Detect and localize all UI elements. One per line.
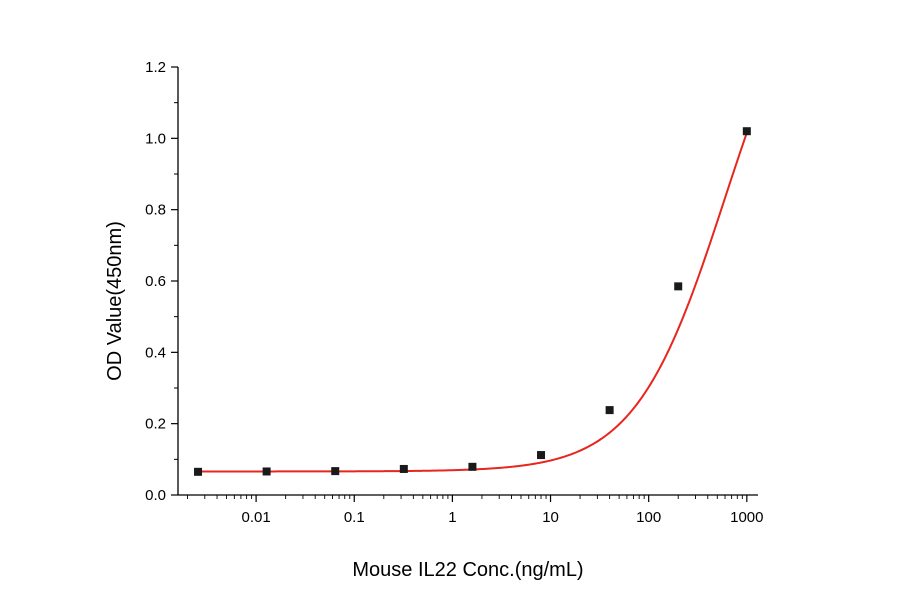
data-point bbox=[262, 467, 271, 476]
x-tick-label: 0.01 bbox=[242, 509, 271, 526]
x-tick-label: 1 bbox=[448, 509, 456, 526]
data-point bbox=[674, 282, 683, 291]
x-tick-label: 10 bbox=[542, 509, 559, 526]
data-points bbox=[194, 127, 751, 476]
y-tick-label: 1.0 bbox=[145, 130, 166, 147]
data-point bbox=[399, 464, 408, 473]
y-axis-ticks: 0.0 0.2 0.4 0.6 0.8 1.0 1.2 bbox=[145, 59, 178, 504]
x-tick-label: 100 bbox=[636, 509, 661, 526]
data-point bbox=[537, 451, 546, 460]
data-point bbox=[331, 467, 340, 476]
y-tick-label: 0.2 bbox=[145, 416, 166, 433]
data-point bbox=[194, 467, 203, 476]
x-tick-label: 1000 bbox=[730, 509, 763, 526]
data-point bbox=[468, 462, 477, 471]
y-tick-label: 0.8 bbox=[145, 202, 166, 219]
y-tick-label: 1.2 bbox=[145, 59, 166, 76]
x-tick-label: 0.1 bbox=[344, 509, 365, 526]
data-point bbox=[605, 406, 614, 415]
axes bbox=[177, 67, 758, 496]
y-tick-label: 0.0 bbox=[145, 487, 166, 504]
y-axis-title: OD Value(450nm) bbox=[104, 221, 126, 381]
fit-curve bbox=[198, 132, 748, 473]
x-axis-ticks: 0.01 0.1 1 10 100 1000 bbox=[187, 495, 764, 526]
x-axis-title: Mouse IL22 Conc.(ng/mL) bbox=[352, 559, 583, 581]
data-point bbox=[742, 127, 751, 136]
y-tick-label: 0.4 bbox=[145, 344, 166, 361]
y-tick-label: 0.6 bbox=[145, 273, 166, 290]
